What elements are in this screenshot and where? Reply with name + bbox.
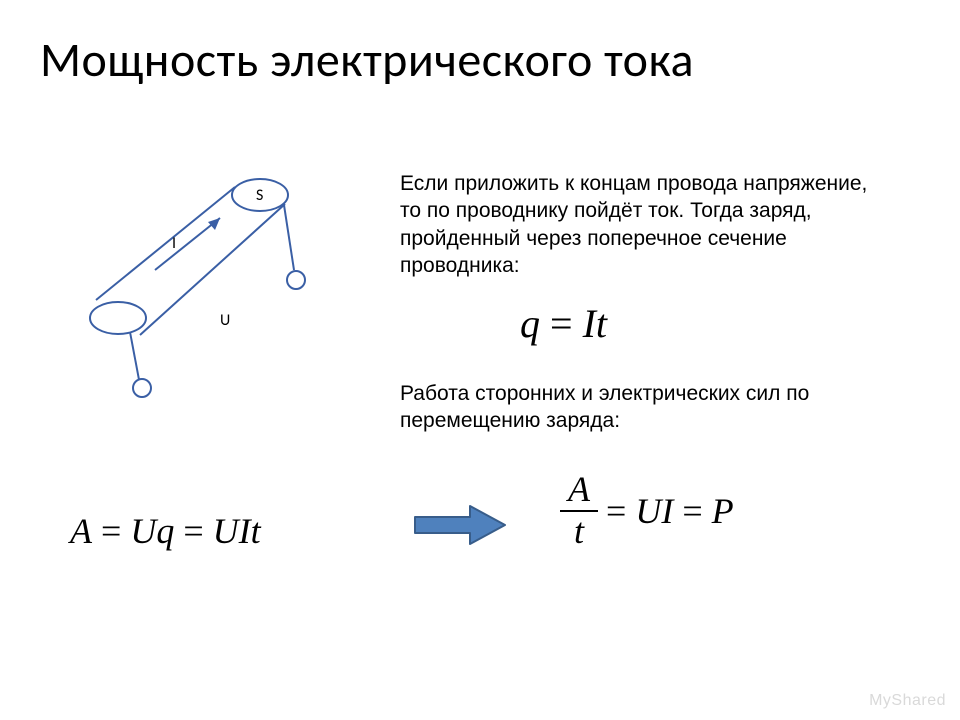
label-i: I bbox=[172, 234, 176, 253]
op-eq2: = bbox=[174, 511, 212, 551]
var-t2: t bbox=[251, 511, 261, 551]
arrow-shape bbox=[415, 506, 505, 544]
leads bbox=[130, 205, 305, 397]
fraction-a-over-t: A t bbox=[560, 470, 598, 551]
var-U: U bbox=[130, 511, 156, 551]
var-P: P bbox=[712, 491, 734, 531]
paragraph-1: Если приложить к концам провода напряжен… bbox=[400, 170, 870, 279]
frac-num: A bbox=[560, 470, 598, 512]
op-eq1: = bbox=[92, 511, 130, 551]
formula-a-uq-uit: A = Uq = UIt bbox=[70, 510, 261, 552]
label-u: U bbox=[220, 311, 230, 330]
var-q2: q bbox=[156, 511, 174, 551]
watermark: MyShared bbox=[869, 692, 946, 710]
slide-title: Мощность электрического тока bbox=[40, 30, 694, 89]
formula-q-it: q = It bbox=[520, 300, 607, 347]
frac-den: t bbox=[560, 512, 598, 552]
var-t: t bbox=[596, 301, 607, 346]
var-U3: U bbox=[635, 491, 661, 531]
var-U2: U bbox=[213, 511, 239, 551]
conductor-diagram: S I U bbox=[70, 160, 350, 400]
formula-power: A t = UI = P bbox=[560, 470, 734, 551]
label-s: S bbox=[256, 186, 263, 205]
var-A: A bbox=[70, 511, 92, 551]
var-q: q bbox=[520, 301, 540, 346]
var-I3: I bbox=[661, 491, 673, 531]
implies-arrow-icon bbox=[410, 500, 510, 550]
op-eq4: = bbox=[673, 491, 711, 531]
paragraph-2: Работа сторонних и электрических сил по … bbox=[400, 380, 900, 435]
var-I: I bbox=[583, 301, 596, 346]
op-eq3: = bbox=[606, 491, 635, 531]
var-I2: I bbox=[239, 511, 251, 551]
op-eq: = bbox=[540, 301, 583, 346]
